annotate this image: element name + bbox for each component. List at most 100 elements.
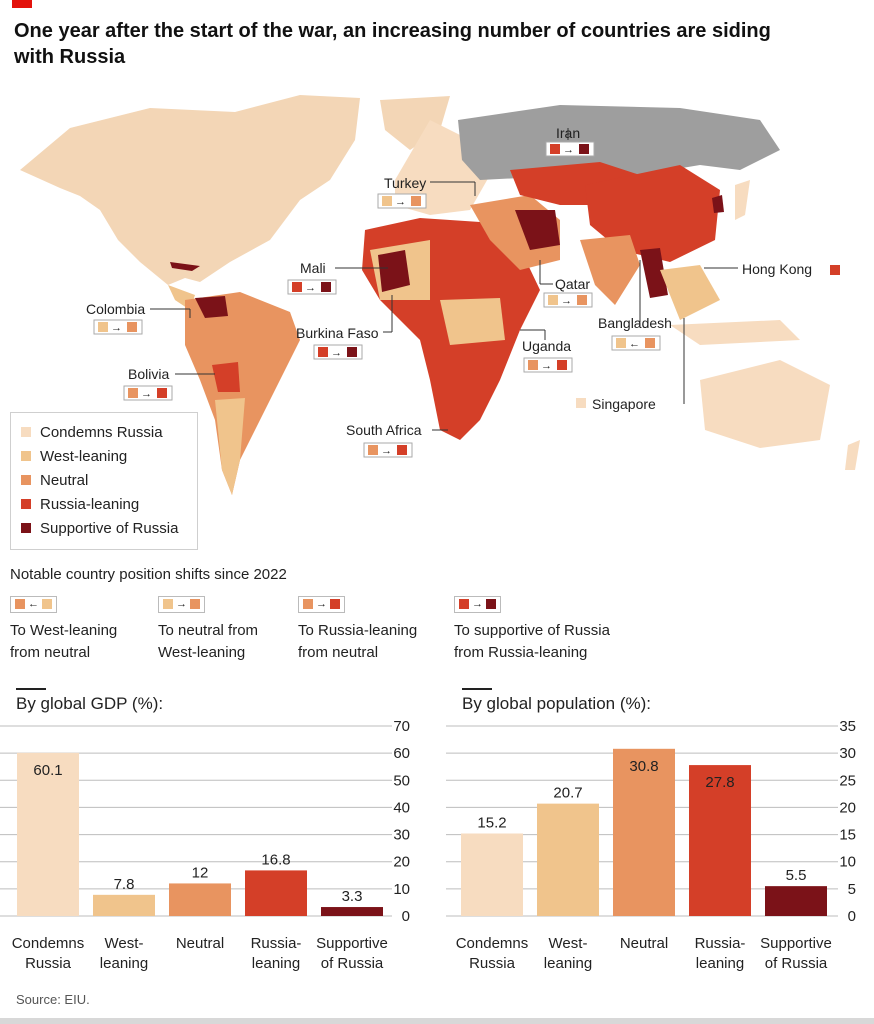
- label-qatar: Qatar: [555, 276, 590, 292]
- map-labels: Iran → Turkey → Mali → Colombia → Burkin…: [86, 125, 840, 458]
- y-tick-label: 25: [839, 772, 856, 789]
- gdp-chart-title: By global GDP (%):: [16, 694, 164, 713]
- chip-bangladesh: ←: [611, 335, 661, 351]
- y-tick-label: 0: [402, 908, 410, 925]
- bar: [245, 870, 307, 916]
- svg-text:→: →: [331, 347, 342, 359]
- map-callouts: [150, 128, 738, 431]
- label-burkina-faso: Burkina Faso: [296, 325, 379, 341]
- category-label: Russia-leaning: [251, 935, 302, 972]
- shifts-title: Notable country position shifts since 20…: [10, 566, 287, 583]
- chip-south-africa: →: [363, 442, 413, 458]
- category-label: West-leaning: [100, 935, 148, 972]
- y-tick-label: 10: [839, 854, 856, 871]
- bar-value-label: 15.2: [477, 814, 506, 831]
- svg-text:→: →: [111, 322, 122, 334]
- bottom-rule: [0, 1018, 874, 1024]
- shift-text: To supportive of Russia from Russia-lean…: [454, 622, 610, 661]
- shift-item: → To neutral from West-leaning: [158, 594, 258, 664]
- bar-value-label: 16.8: [261, 851, 290, 868]
- bar-value-label: 12: [192, 864, 209, 881]
- chip-burkina-faso: →: [313, 344, 363, 360]
- bar: [613, 748, 675, 916]
- bar: [461, 833, 523, 916]
- legend-label: West-leaning: [40, 448, 128, 465]
- svg-text:→: →: [141, 388, 152, 400]
- bar: [17, 752, 79, 916]
- bar-value-label: 5.5: [786, 867, 807, 884]
- north-korea-shape: [712, 195, 724, 213]
- bar-value-label: 60.1: [33, 762, 62, 779]
- label-turkey: Turkey: [384, 175, 426, 191]
- bar: [93, 894, 155, 916]
- legend-item: West-leaning: [21, 447, 127, 467]
- bar: [321, 907, 383, 916]
- gdp-title-rule: [16, 688, 46, 690]
- svg-text:→: →: [563, 144, 574, 156]
- legend-item: Neutral: [21, 471, 88, 491]
- mali-shape: [378, 250, 410, 292]
- svg-text:→: →: [381, 445, 392, 457]
- brand-flag: [12, 0, 32, 8]
- svg-text:→: →: [305, 282, 316, 294]
- north-america-shape: [20, 95, 360, 285]
- bar-value-label: 3.3: [342, 888, 363, 905]
- legend-item: Supportive of Russia: [21, 519, 178, 539]
- category-label: Neutral: [176, 935, 224, 952]
- chip-mali: →: [287, 279, 337, 295]
- central-africa-shape: [440, 298, 505, 345]
- legend-label: Neutral: [40, 472, 89, 489]
- label-iran: Iran: [556, 125, 580, 141]
- shift-chip: →: [298, 595, 345, 613]
- svg-text:→: →: [561, 295, 572, 307]
- south-america-shape: [185, 292, 300, 495]
- y-tick-label: 5: [848, 881, 856, 898]
- legend-item: Condemns Russia: [21, 423, 163, 443]
- greenland-shape: [380, 96, 450, 150]
- label-uganda: Uganda: [522, 338, 571, 354]
- bolivia-shape: [212, 362, 240, 392]
- shift-text: To neutral from West-leaning: [158, 622, 259, 661]
- legend-label: Condemns Russia: [40, 424, 163, 441]
- bar-value-label: 27.8: [705, 774, 734, 791]
- y-tick-label: 40: [393, 799, 410, 816]
- svg-text:→: →: [541, 360, 552, 372]
- shift-text: To Russia-leaning from neutral: [298, 622, 418, 661]
- label-south-africa: South Africa: [346, 422, 422, 438]
- chip-iran: →: [545, 141, 595, 157]
- y-tick-label: 20: [839, 799, 856, 816]
- category-label: Supportive of Russia: [760, 935, 832, 972]
- y-tick-label: 50: [393, 772, 410, 789]
- india-shape: [580, 235, 640, 305]
- y-tick-label: 30: [393, 827, 410, 844]
- population-bar-chart: 0 5 10 15 20 25 30 35 15.2 Condemns Russia 20.7 West…: [446, 718, 856, 972]
- legend-item: Russia-leaning: [21, 495, 139, 515]
- legend-swatch: [21, 427, 31, 437]
- category-label: West-leaning: [544, 935, 592, 972]
- population-title-rule: [462, 688, 492, 690]
- chip-turkey: →: [377, 193, 427, 209]
- label-mali: Mali: [300, 260, 326, 276]
- new-zealand-shape: [845, 440, 860, 470]
- svg-text:←: ←: [629, 338, 640, 350]
- australia-shape: [700, 360, 830, 448]
- legend-swatch: [21, 475, 31, 485]
- chart-title: One year after the start of the war, an …: [14, 20, 771, 68]
- iran-shape: [515, 210, 560, 250]
- bar: [537, 803, 599, 916]
- legend-swatch: [21, 499, 31, 509]
- y-tick-label: 60: [393, 745, 410, 762]
- y-tick-label: 35: [839, 718, 856, 735]
- label-singapore: Singapore: [592, 396, 656, 412]
- category-label: Russia-leaning: [695, 935, 746, 972]
- bar-value-label: 30.8: [629, 758, 658, 775]
- y-tick-label: 10: [393, 881, 410, 898]
- label-bolivia: Bolivia: [128, 366, 169, 382]
- world-map: Iran → Turkey → Mali → Colombia → Burkin…: [20, 95, 860, 495]
- source-note: Source: EIU.: [16, 992, 90, 1007]
- bar: [689, 765, 751, 916]
- shift-item: ← To West-leaning from neutral: [10, 594, 117, 664]
- gdp-bar-chart: 0 10 20 30 40 50 60 70 60.1 Condemns Russia 7.8 West…: [0, 718, 410, 972]
- southern-cone-shape: [215, 398, 245, 495]
- map-legend: Condemns Russia West-leaning Neutral Rus…: [10, 412, 198, 550]
